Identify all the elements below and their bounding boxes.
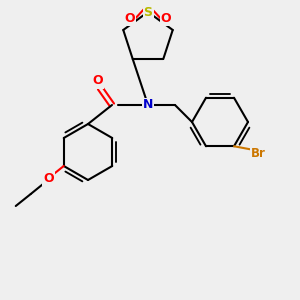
Text: O: O xyxy=(161,11,171,25)
Text: O: O xyxy=(125,11,135,25)
Text: S: S xyxy=(143,5,152,19)
Text: O: O xyxy=(44,172,54,184)
Text: O: O xyxy=(93,74,103,88)
Text: N: N xyxy=(143,98,153,112)
Text: Br: Br xyxy=(250,147,266,160)
